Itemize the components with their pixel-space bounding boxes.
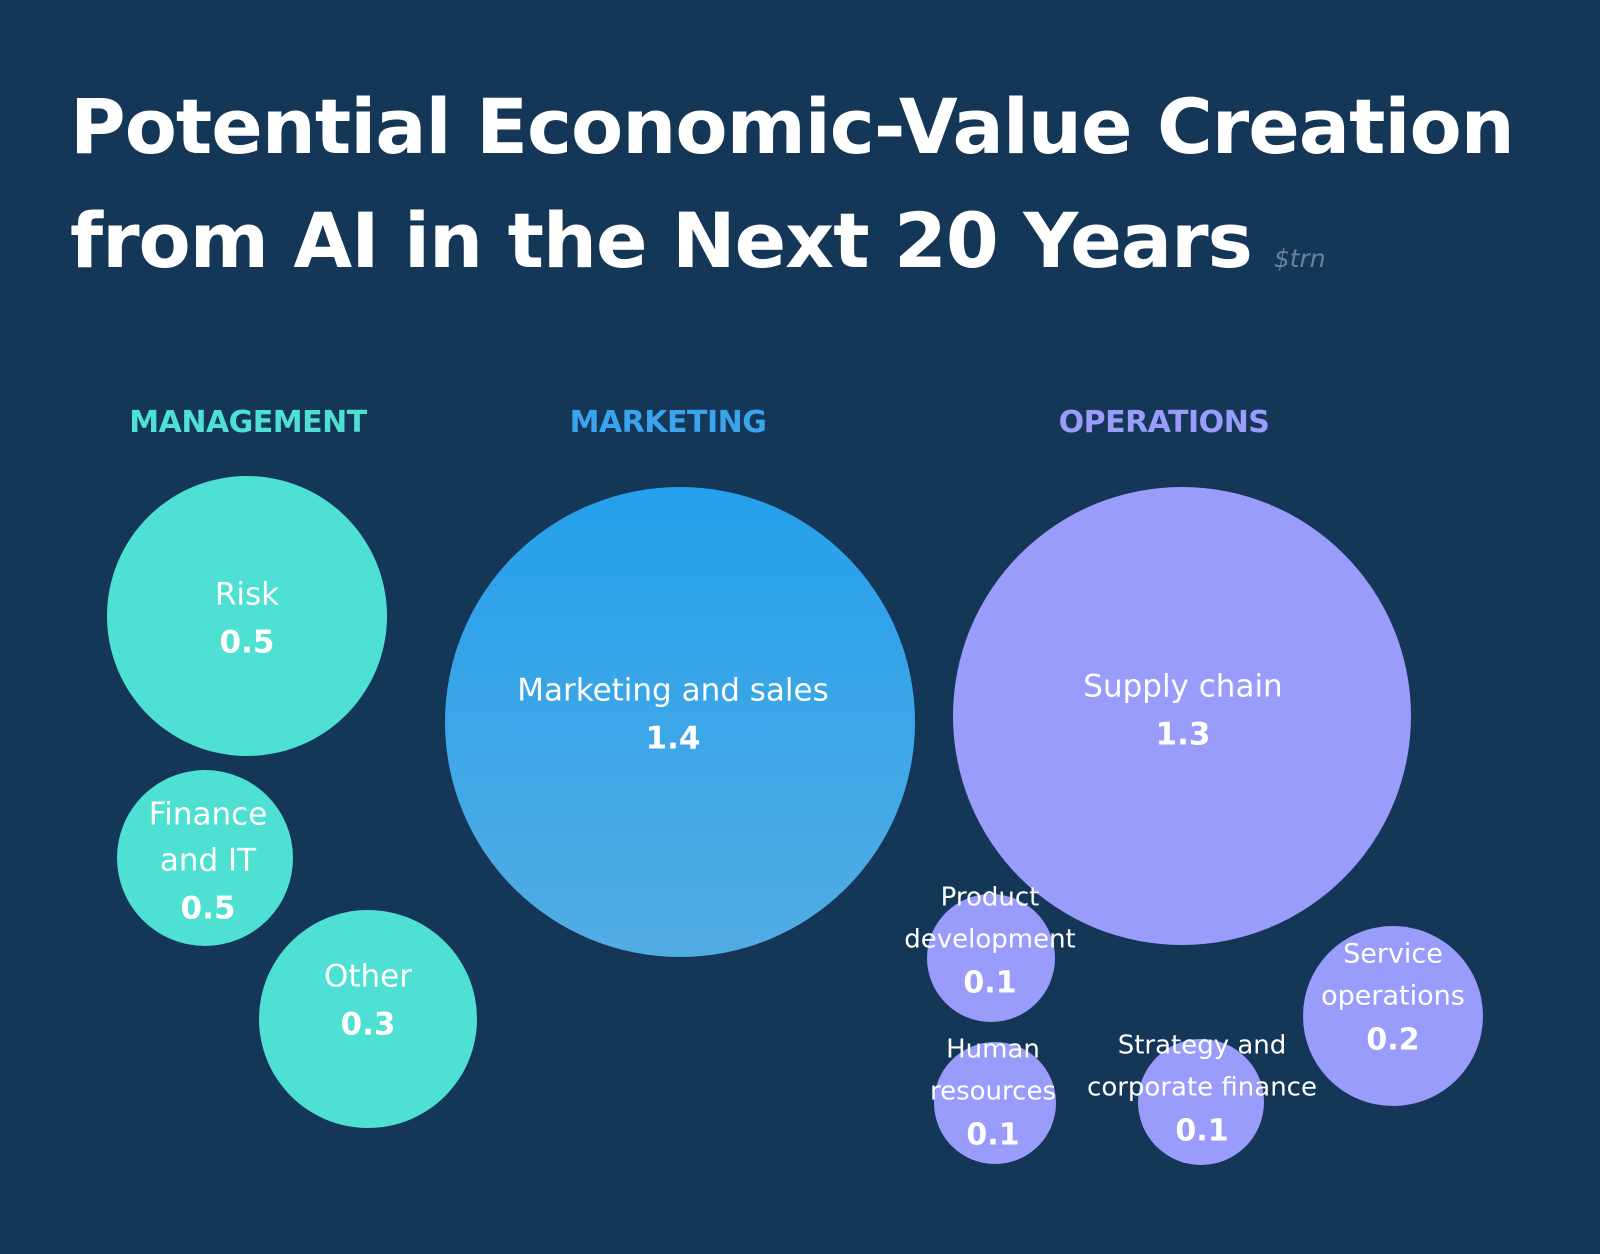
bubble-value-8: 0.1 bbox=[1175, 1114, 1228, 1149]
bubble-value-4: 1.3 bbox=[1156, 717, 1211, 753]
bubble-0 bbox=[107, 476, 387, 756]
bubble-7 bbox=[934, 1042, 1056, 1164]
bubble-label-5-1: development bbox=[904, 925, 1076, 955]
bubble-8 bbox=[1138, 1039, 1264, 1165]
bubble-value-6: 0.2 bbox=[1366, 1023, 1419, 1058]
bubble-1 bbox=[117, 770, 293, 946]
bubble-value-7: 0.1 bbox=[966, 1118, 1019, 1153]
bubble-value-2: 0.3 bbox=[341, 1007, 396, 1043]
bubble-2 bbox=[259, 910, 477, 1128]
bubble-label-6-1: operations bbox=[1321, 981, 1465, 1012]
chart-title-line-2: from AI in the Next 20 Years $trn bbox=[70, 184, 1514, 316]
bubble-5 bbox=[927, 894, 1055, 1022]
bubble-label-2-0: Other bbox=[324, 959, 412, 995]
bubble-label-3-0: Marketing and sales bbox=[517, 673, 829, 709]
bubble-label-1-0: Finance bbox=[149, 797, 268, 833]
unit-label: $trn bbox=[1273, 244, 1326, 273]
bubbles-layer bbox=[107, 476, 1483, 1165]
bubble-value-0: 0.5 bbox=[220, 625, 275, 661]
bubble-3 bbox=[445, 487, 915, 957]
chart-title: Potential Economic-Value Creation from A… bbox=[70, 70, 1515, 316]
labels-layer: Risk 0.5 Finance and IT 0.5 Other 0.3 Marketing… bbox=[149, 577, 1465, 1153]
bubble-label-8-1: corporate finance bbox=[1087, 1073, 1317, 1103]
bubble-label-5-0: Product bbox=[941, 883, 1040, 913]
bubble-label-1-1: and IT bbox=[160, 843, 257, 879]
bubble-label-4-0: Supply chain bbox=[1083, 669, 1282, 705]
bubble-label-6-0: Service bbox=[1343, 939, 1443, 970]
bubble-label-8-0: Strategy and bbox=[1118, 1031, 1287, 1061]
group-label-operations: OPERATIONS bbox=[1058, 405, 1270, 440]
group-label-management: MANAGEMENT bbox=[129, 405, 367, 440]
chart-title-line-2-text: from AI in the Next 20 Years bbox=[70, 196, 1253, 285]
bubble-value-5: 0.1 bbox=[963, 966, 1016, 1001]
chart-title-line-1: Potential Economic-Value Creation bbox=[70, 82, 1515, 171]
bubble-6 bbox=[1303, 926, 1483, 1106]
bubble-value-1: 0.5 bbox=[181, 891, 236, 927]
bubble-value-3: 1.4 bbox=[646, 721, 701, 757]
bubble-4 bbox=[953, 487, 1411, 945]
bubble-label-0-0: Risk bbox=[215, 577, 279, 613]
bubble-label-7-0: Human bbox=[946, 1035, 1040, 1065]
bubble-label-7-1: resources bbox=[930, 1077, 1056, 1107]
group-label-marketing: MARKETING bbox=[569, 405, 767, 440]
